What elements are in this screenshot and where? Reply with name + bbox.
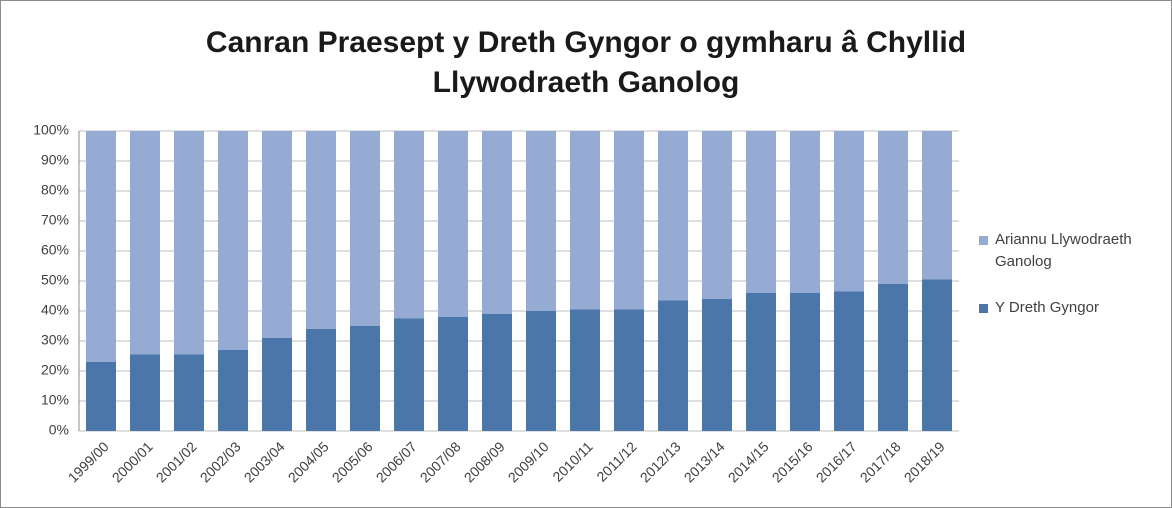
x-tick-label: 2013/14: [681, 438, 728, 485]
bar-segment: [438, 317, 468, 431]
bar-segment: [86, 362, 116, 431]
bar-segment: [438, 131, 468, 317]
bar-segment: [130, 354, 160, 431]
y-tick-label: 10%: [41, 392, 69, 408]
bar-segment: [570, 309, 600, 431]
legend-entry: Ariannu Llywodraeth Ganolog: [979, 229, 1169, 273]
y-tick-label: 30%: [41, 332, 69, 348]
x-tick-label: 2003/04: [241, 438, 288, 485]
bar-segment: [658, 131, 688, 301]
bar-segment: [658, 300, 688, 431]
y-tick-label: 0%: [49, 422, 69, 438]
bar-segment: [526, 131, 556, 311]
bar-segment: [746, 293, 776, 431]
bar-segment: [614, 309, 644, 431]
bar-segment: [702, 131, 732, 299]
bar-segment: [614, 131, 644, 310]
y-tick-label: 60%: [41, 242, 69, 258]
bar-segment: [878, 131, 908, 284]
bar-segment: [834, 131, 864, 292]
x-tick-label: 2011/12: [593, 438, 640, 485]
legend-swatch: [979, 304, 988, 313]
bar-segment: [262, 338, 292, 431]
legend-swatch: [979, 236, 988, 245]
bar-segment: [130, 131, 160, 355]
x-tick-label: 2005/06: [329, 438, 376, 485]
bar-segment: [922, 279, 952, 431]
bar-segment: [262, 131, 292, 338]
bar-segment: [306, 329, 336, 431]
bar-segment: [350, 131, 380, 326]
y-tick-label: 40%: [41, 302, 69, 318]
bar-segment: [86, 131, 116, 362]
x-tick-label: 1999/00: [65, 438, 112, 485]
y-tick-label: 100%: [33, 122, 69, 138]
bar-segment: [702, 299, 732, 431]
x-tick-label: 2017/18: [857, 438, 904, 485]
x-tick-label: 2000/01: [109, 438, 156, 485]
x-tick-label: 2008/09: [461, 438, 508, 485]
bar-segment: [878, 284, 908, 431]
x-tick-label: 2014/15: [725, 438, 772, 485]
legend-entry: Y Dreth Gyngor: [979, 297, 1169, 319]
bar-segment: [306, 131, 336, 329]
bar-segment: [350, 326, 380, 431]
y-tick-label: 80%: [41, 182, 69, 198]
bar-segment: [790, 293, 820, 431]
y-tick-label: 90%: [41, 152, 69, 168]
bar-segment: [746, 131, 776, 293]
bar-segment: [570, 131, 600, 310]
x-tick-label: 2007/08: [417, 438, 464, 485]
bar-segment: [174, 131, 204, 355]
bar-segment: [482, 314, 512, 431]
x-tick-label: 2002/03: [197, 438, 244, 485]
bar-segment: [790, 131, 820, 293]
x-tick-label: 2004/05: [285, 438, 332, 485]
x-tick-label: 2006/07: [373, 438, 420, 485]
x-tick-label: 2001/02: [153, 438, 200, 485]
bar-segment: [482, 131, 512, 314]
bar-segment: [394, 318, 424, 431]
bar-segment: [526, 311, 556, 431]
y-tick-label: 50%: [41, 272, 69, 288]
x-tick-label: 2012/13: [637, 438, 684, 485]
chart-title: Canran Praesept y Dreth Gyngor o gymharu…: [205, 26, 967, 99]
x-tick-label: 2015/16: [769, 438, 816, 485]
legend-label: Ariannu Llywodraeth Ganolog: [995, 231, 1132, 270]
bar-segment: [394, 131, 424, 319]
bar-segment: [174, 354, 204, 431]
x-tick-label: 2016/17: [813, 438, 860, 485]
x-tick-label: 2018/19: [901, 438, 948, 485]
bar-segment: [218, 350, 248, 431]
bar-segment: [218, 131, 248, 350]
bar-segment: [922, 131, 952, 280]
y-tick-label: 70%: [41, 212, 69, 228]
legend-label: Y Dreth Gyngor: [995, 299, 1099, 316]
legend: Ariannu Llywodraeth Ganolog Y Dreth Gyng…: [979, 229, 1169, 343]
y-tick-label: 20%: [41, 362, 69, 378]
x-tick-label: 2010/11: [549, 438, 596, 485]
x-tick-label: 2009/10: [505, 438, 552, 485]
bar-segment: [834, 291, 864, 431]
